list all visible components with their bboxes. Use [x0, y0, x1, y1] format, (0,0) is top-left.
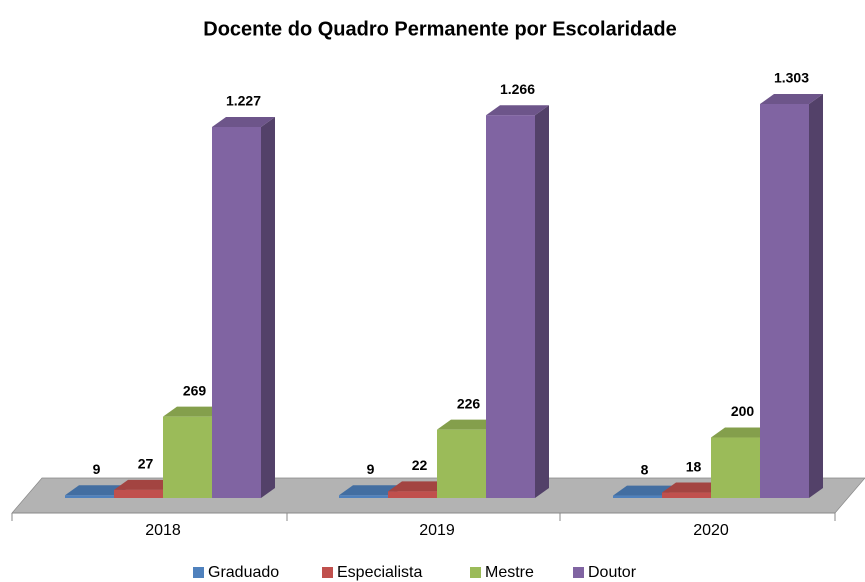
bar-top [65, 485, 128, 496]
bar-side [261, 116, 275, 499]
x-tick-label: 2020 [693, 522, 729, 539]
bar [339, 495, 388, 498]
bar-top [760, 94, 823, 104]
x-tick-label: 2018 [145, 522, 181, 539]
bar-side [809, 94, 823, 498]
bar-top [613, 485, 676, 496]
legend-label: Graduado [208, 564, 279, 581]
bar [437, 429, 486, 498]
data-label: 1.266 [500, 81, 535, 97]
legend-label: Doutor [588, 564, 637, 581]
data-label: 8 [641, 461, 649, 477]
data-label: 269 [183, 382, 207, 398]
legend-swatch [470, 567, 481, 578]
legend-label: Mestre [485, 564, 534, 581]
bar [163, 416, 212, 498]
legend-swatch [193, 567, 204, 578]
bar [212, 126, 261, 499]
bar-top [114, 479, 177, 490]
bar-top [711, 427, 774, 438]
data-label: 22 [412, 457, 428, 473]
data-label: 9 [367, 461, 375, 477]
bar [388, 491, 437, 498]
bar-side [535, 105, 549, 499]
bar [114, 489, 163, 498]
data-label: 200 [731, 403, 755, 419]
legend-swatch [322, 567, 333, 578]
data-label: 226 [457, 395, 481, 411]
bar-top [388, 481, 451, 492]
bar-top [212, 116, 275, 127]
bar [65, 495, 114, 498]
data-label: 27 [138, 456, 154, 472]
bar [486, 115, 535, 499]
bar-top [339, 485, 402, 496]
data-label: 9 [93, 461, 101, 477]
data-label: 18 [686, 458, 702, 474]
chart-title: Docente do Quadro Permanente por Escolar… [203, 18, 676, 40]
data-label: 1.303 [774, 70, 809, 86]
bar-top [437, 419, 500, 430]
bar [613, 495, 662, 498]
legend-label: Especialista [337, 564, 422, 581]
bar-top [662, 482, 725, 493]
data-label: 1.227 [226, 93, 261, 109]
bar [711, 437, 760, 498]
bar-top [486, 105, 549, 116]
x-tick-label: 2019 [419, 522, 455, 539]
legend-swatch [573, 567, 584, 578]
bar-top [163, 406, 226, 417]
bar [760, 104, 809, 498]
bar [662, 492, 711, 498]
